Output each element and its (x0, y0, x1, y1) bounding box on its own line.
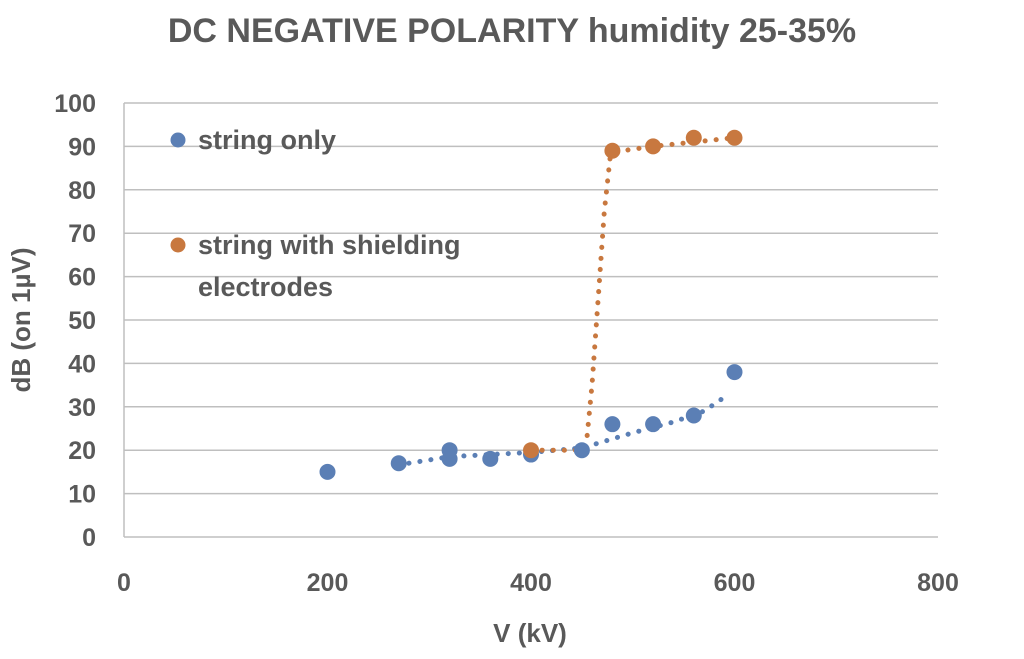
legend-label-1-line-1: electrodes (198, 272, 333, 302)
x-tick-label-3: 600 (714, 569, 756, 597)
data-point-s0-10 (726, 364, 743, 381)
data-point-s1-1 (604, 142, 621, 159)
y-tick-label-2: 20 (68, 437, 96, 465)
data-point-s0-0 (319, 463, 336, 480)
y-tick-label-8: 80 (68, 177, 96, 205)
y-tick-label-5: 50 (68, 307, 96, 335)
y-tick-label-7: 70 (68, 220, 96, 248)
data-point-s0-7 (604, 416, 621, 433)
x-tick-label-1: 200 (307, 569, 349, 597)
y-tick-label-6: 60 (68, 264, 96, 292)
trendline-series-1 (528, 135, 737, 453)
x-axis-title: V (kV) (493, 618, 567, 648)
x-tick-label-4: 800 (917, 569, 959, 597)
gridlines (123, 102, 938, 538)
data-point-s1-0 (523, 442, 539, 459)
y-tick-label-0: 0 (82, 524, 96, 552)
y-tick-label-3: 30 (68, 394, 96, 422)
y-tick-label-10: 100 (54, 90, 96, 118)
data-point-s1-4 (726, 129, 743, 146)
x-tick-label-2: 400 (510, 569, 552, 597)
x-tick-label-0: 0 (117, 569, 131, 597)
legend-marker-1 (170, 237, 186, 253)
chart-title: DC NEGATIVE POLARITY humidity 25-35% (168, 12, 856, 50)
legend-label-1-line-0: string with shielding (198, 230, 461, 260)
y-tick-label-1: 10 (68, 481, 96, 509)
data-point-s1-3 (685, 129, 702, 146)
data-point-s0-3 (441, 442, 458, 459)
data-points (319, 129, 743, 480)
data-point-s0-6 (573, 442, 590, 459)
data-point-s0-8 (645, 416, 662, 433)
trendlines (406, 135, 737, 466)
x-axis-ticks: 0 200 400 600 800 (117, 569, 959, 597)
data-point-s0-9 (685, 407, 702, 424)
data-point-s1-2 (645, 138, 662, 155)
legend-label-0: string only (198, 125, 336, 155)
legend-marker-0 (170, 132, 186, 148)
y-tick-label-4: 40 (68, 350, 96, 378)
data-point-s0-1 (390, 455, 407, 472)
data-point-s0-4 (482, 450, 499, 467)
y-tick-label-9: 90 (68, 133, 96, 161)
y-axis-title: dB (on 1µV) (6, 248, 36, 393)
legend: string only string with shielding electrod… (170, 125, 461, 302)
y-axis-ticks: 0 10 20 30 40 50 60 70 80 90 100 (54, 90, 96, 552)
